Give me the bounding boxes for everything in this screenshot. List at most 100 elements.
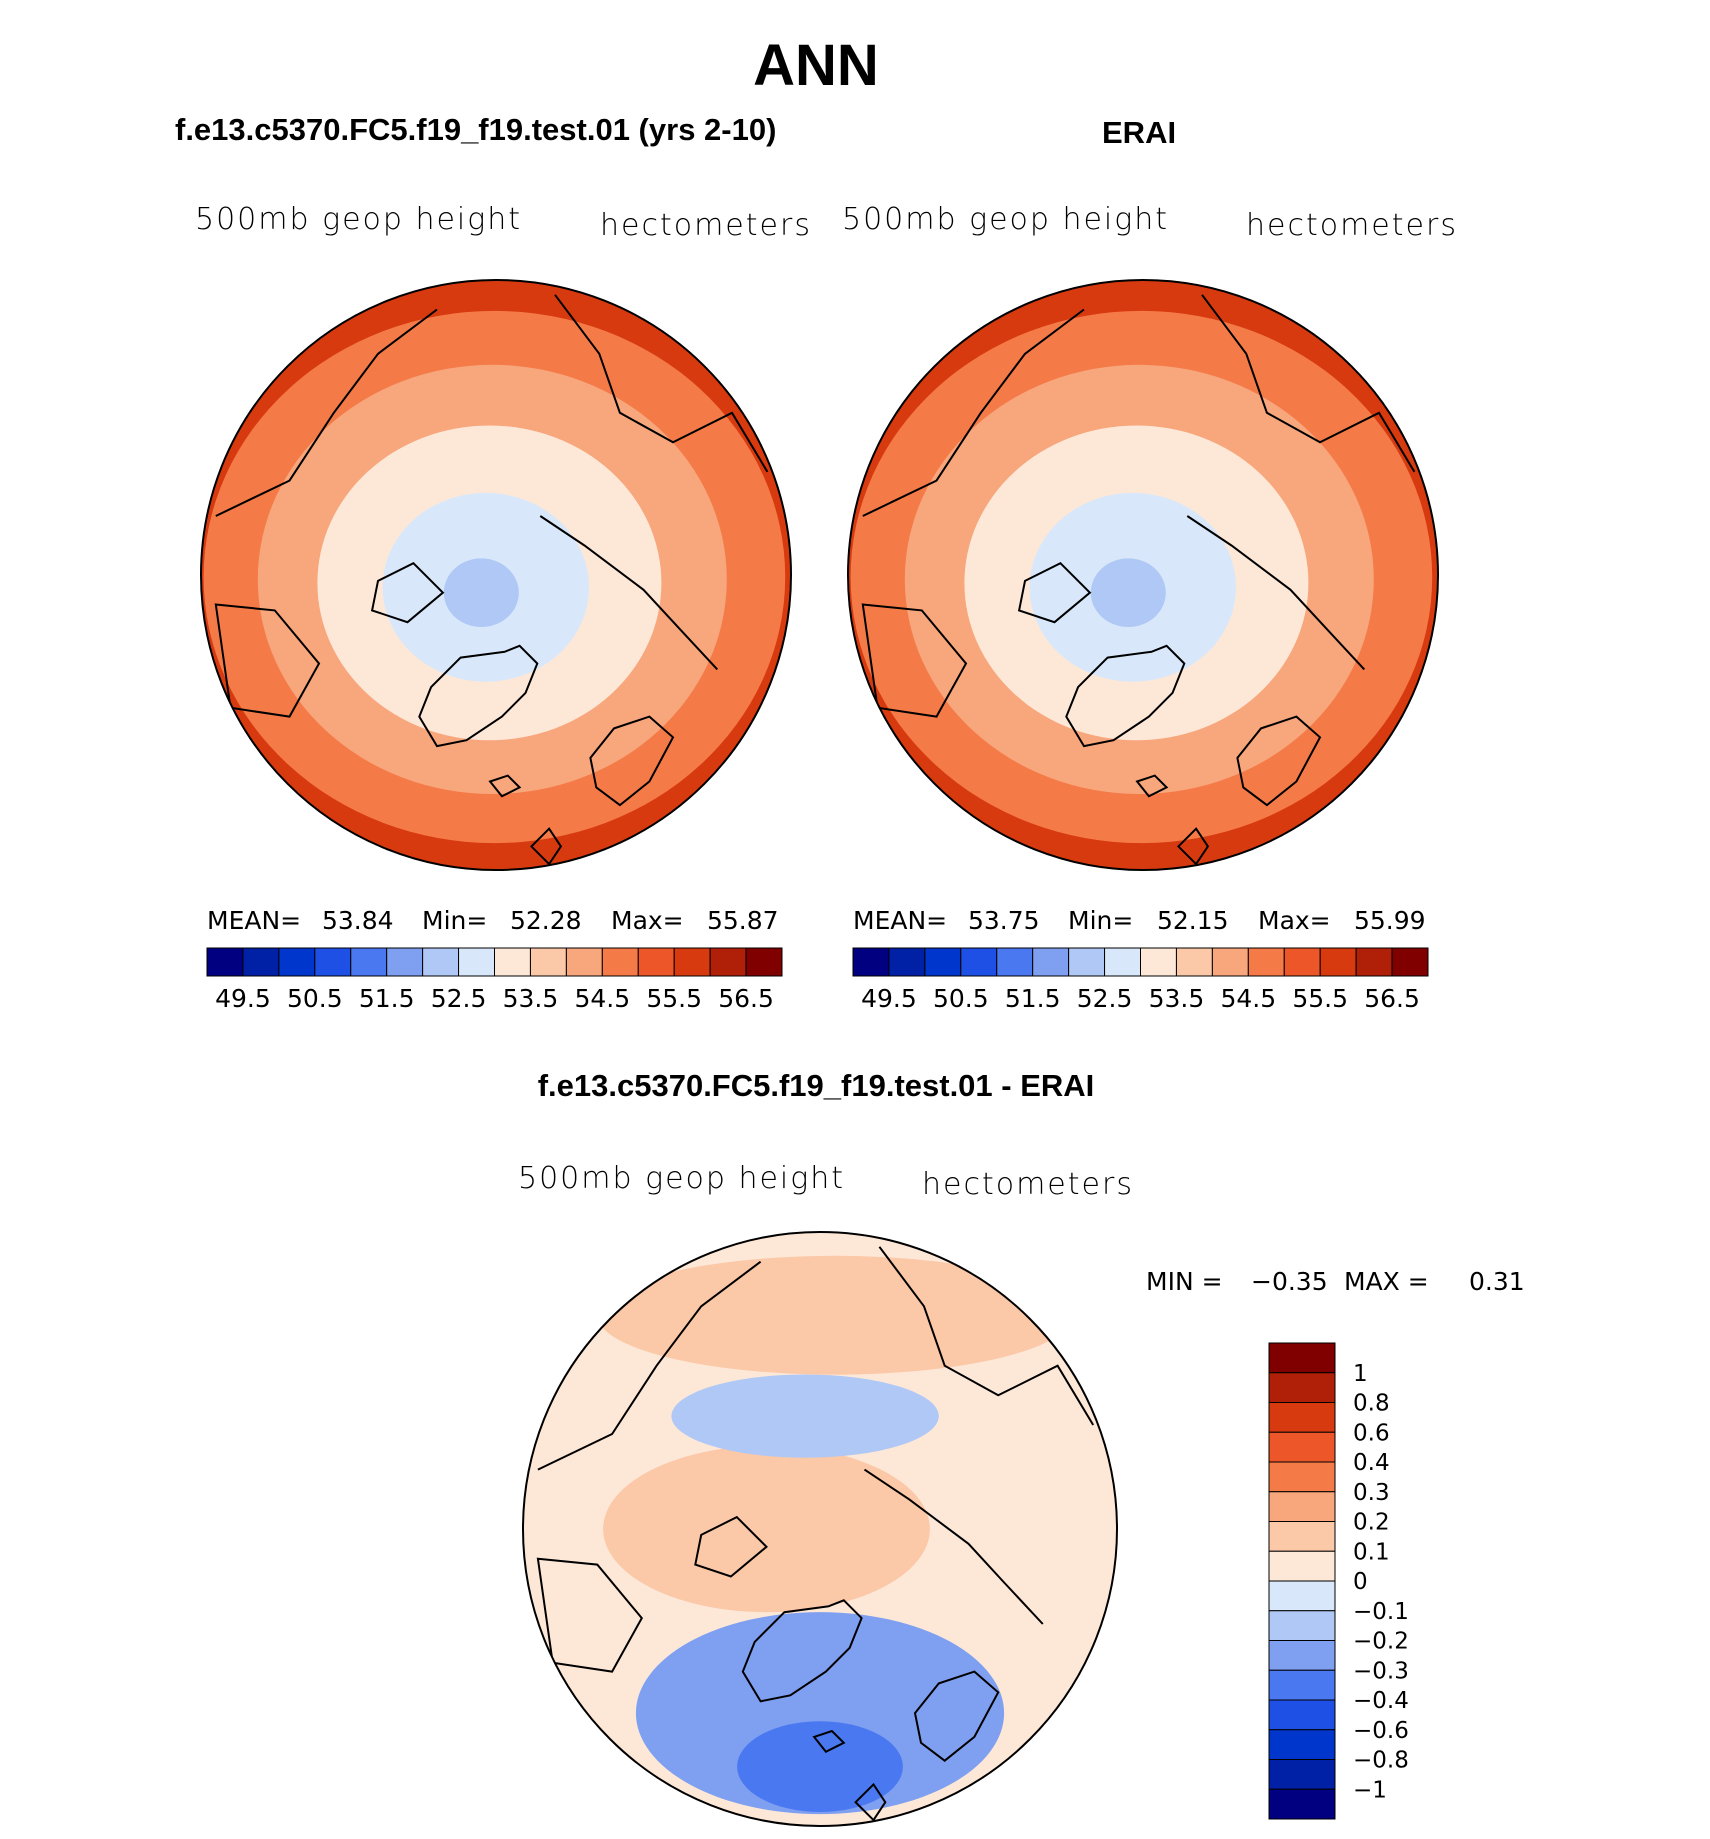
colorbar-tick-label: 52.5 xyxy=(1077,984,1133,1013)
coastlines-diff xyxy=(536,1246,1095,1822)
coastlines-model xyxy=(214,294,769,866)
colorbar-box xyxy=(996,947,1034,977)
colorbar-box xyxy=(242,947,280,977)
polar-map-model xyxy=(200,279,792,871)
colorbar-box xyxy=(1268,1759,1336,1790)
coastline-segment xyxy=(861,603,968,718)
variable-label-diff: 500mb geop height xyxy=(518,1161,846,1196)
anomaly-region xyxy=(671,1374,939,1458)
colorbar-box xyxy=(1268,1580,1336,1612)
colorbar-tick-label: 0.1 xyxy=(1353,1539,1390,1565)
colorbar-box xyxy=(673,947,711,977)
variable-label-model: 500mb geop height xyxy=(195,202,523,237)
colorbar-tick-label: −0.2 xyxy=(1353,1629,1409,1655)
colorbar-tick-label: 49.5 xyxy=(215,984,271,1013)
colorbar-box xyxy=(601,947,639,977)
colorbar-tick-label: −0.6 xyxy=(1353,1718,1409,1744)
colorbar-box xyxy=(314,947,352,977)
coastline-segment xyxy=(536,1557,644,1673)
mean-value-obs: 53.75 xyxy=(968,906,1040,935)
colorbar-tick-label: −0.8 xyxy=(1353,1748,1409,1774)
coastline-segment xyxy=(370,561,445,624)
max-value-diff: 0.31 xyxy=(1469,1267,1525,1296)
colorbar-box xyxy=(1283,947,1321,977)
coastline-segment xyxy=(1201,294,1416,473)
variable-label-obs: 500mb geop height xyxy=(842,202,1170,237)
coastline-segment xyxy=(537,1260,762,1471)
colorbar-box xyxy=(745,947,783,977)
colorbar-box xyxy=(494,947,531,977)
coastline-segment xyxy=(488,774,522,798)
mean-label-obs: MEAN= xyxy=(853,906,948,935)
colorbar-box xyxy=(1268,1550,1336,1582)
colorbar-tick-label: 0 xyxy=(1353,1569,1368,1595)
colorbar-box xyxy=(960,947,998,977)
min-value-diff: −0.35 xyxy=(1251,1267,1328,1296)
colorbar-box xyxy=(458,947,495,977)
colorbar-box xyxy=(1268,1372,1336,1403)
colorbar-tick-label: −0.3 xyxy=(1353,1658,1409,1684)
panel-title-diff: f.e13.c5370.FC5.f19_f19.test.01 - ERAI xyxy=(537,1068,1095,1103)
colorbar-box xyxy=(1268,1402,1336,1433)
contour-band-90-85N xyxy=(443,558,519,627)
colorbar-box xyxy=(1319,947,1357,977)
coastline-segment xyxy=(741,1599,863,1703)
colorbar-tick-label: 52.5 xyxy=(431,984,487,1013)
colorbar-tick-label: −0.4 xyxy=(1353,1688,1409,1714)
min-label-model: Min= xyxy=(422,906,488,935)
units-label-model: hectometers xyxy=(600,208,812,243)
colorbar-box xyxy=(1175,947,1213,977)
coastline-segment xyxy=(418,644,539,748)
min-label-diff: MIN = xyxy=(1146,1267,1223,1296)
contour-field-diff xyxy=(523,1232,1117,1826)
colorbar-box xyxy=(1247,947,1285,977)
max-label-obs: Max= xyxy=(1258,906,1331,935)
coastline-segment xyxy=(1186,515,1366,671)
colorbar-tick-label: 53.5 xyxy=(1149,984,1205,1013)
colorbar-tick-label: 0.8 xyxy=(1353,1391,1390,1417)
colorbar-tick-label: 53.5 xyxy=(503,984,559,1013)
coastline-segment xyxy=(215,308,438,517)
colorbar-box xyxy=(924,947,962,977)
colorbar-box xyxy=(1268,1640,1336,1671)
colorbar-tick-label: 49.5 xyxy=(861,984,917,1013)
colorbar-box xyxy=(1355,947,1393,977)
colorbar-tick-label: 0.2 xyxy=(1353,1510,1390,1536)
colorbar-tick-label: 56.5 xyxy=(718,984,774,1013)
max-value-obs: 55.99 xyxy=(1354,906,1426,935)
anomaly-core xyxy=(737,1721,903,1812)
colorbar-box xyxy=(565,947,603,977)
colorbar-box xyxy=(1268,1491,1336,1522)
coastline-segment xyxy=(854,1782,887,1822)
anomaly-region xyxy=(635,1612,1005,1815)
colorbar-tick-label: 55.5 xyxy=(646,984,702,1013)
colorbar-box xyxy=(1268,1521,1336,1552)
panel-title-obs: ERAI xyxy=(1102,115,1177,150)
colorbar-tick-label: 51.5 xyxy=(1005,984,1061,1013)
colorbar-box xyxy=(1268,1669,1336,1701)
colorbar-box xyxy=(386,947,424,977)
colorbar-box xyxy=(1268,1729,1336,1760)
colorbar-box xyxy=(206,947,244,977)
colorbar-tick-label: 51.5 xyxy=(359,984,415,1013)
coastline-segment xyxy=(1176,827,1210,866)
anomaly-region xyxy=(603,1445,930,1613)
colorbar-box xyxy=(637,947,675,977)
map-border-obs xyxy=(847,279,1439,871)
polar-map-obs xyxy=(847,279,1439,871)
coastline-segment xyxy=(863,1468,1044,1625)
colorbar-box xyxy=(1104,947,1142,977)
colorbar-box xyxy=(1268,1788,1336,1820)
coastline-segment xyxy=(589,715,675,807)
colorbar-tick-label: 50.5 xyxy=(933,984,989,1013)
coastline-segment xyxy=(862,308,1085,517)
coastlines-obs xyxy=(861,294,1416,866)
colorbar-tick-label: −1 xyxy=(1353,1777,1387,1803)
colorbar-tick-label: 0.4 xyxy=(1353,1450,1390,1476)
min-label-obs: Min= xyxy=(1068,906,1134,935)
colorbar-box xyxy=(1268,1431,1336,1463)
colorbar-box xyxy=(1068,947,1106,977)
colorbar-obs: 49.5 50.5 51.5 52.5 53.5 54.5 55.5 56.5 xyxy=(852,947,1429,1013)
colorbar-box xyxy=(1268,1699,1336,1731)
